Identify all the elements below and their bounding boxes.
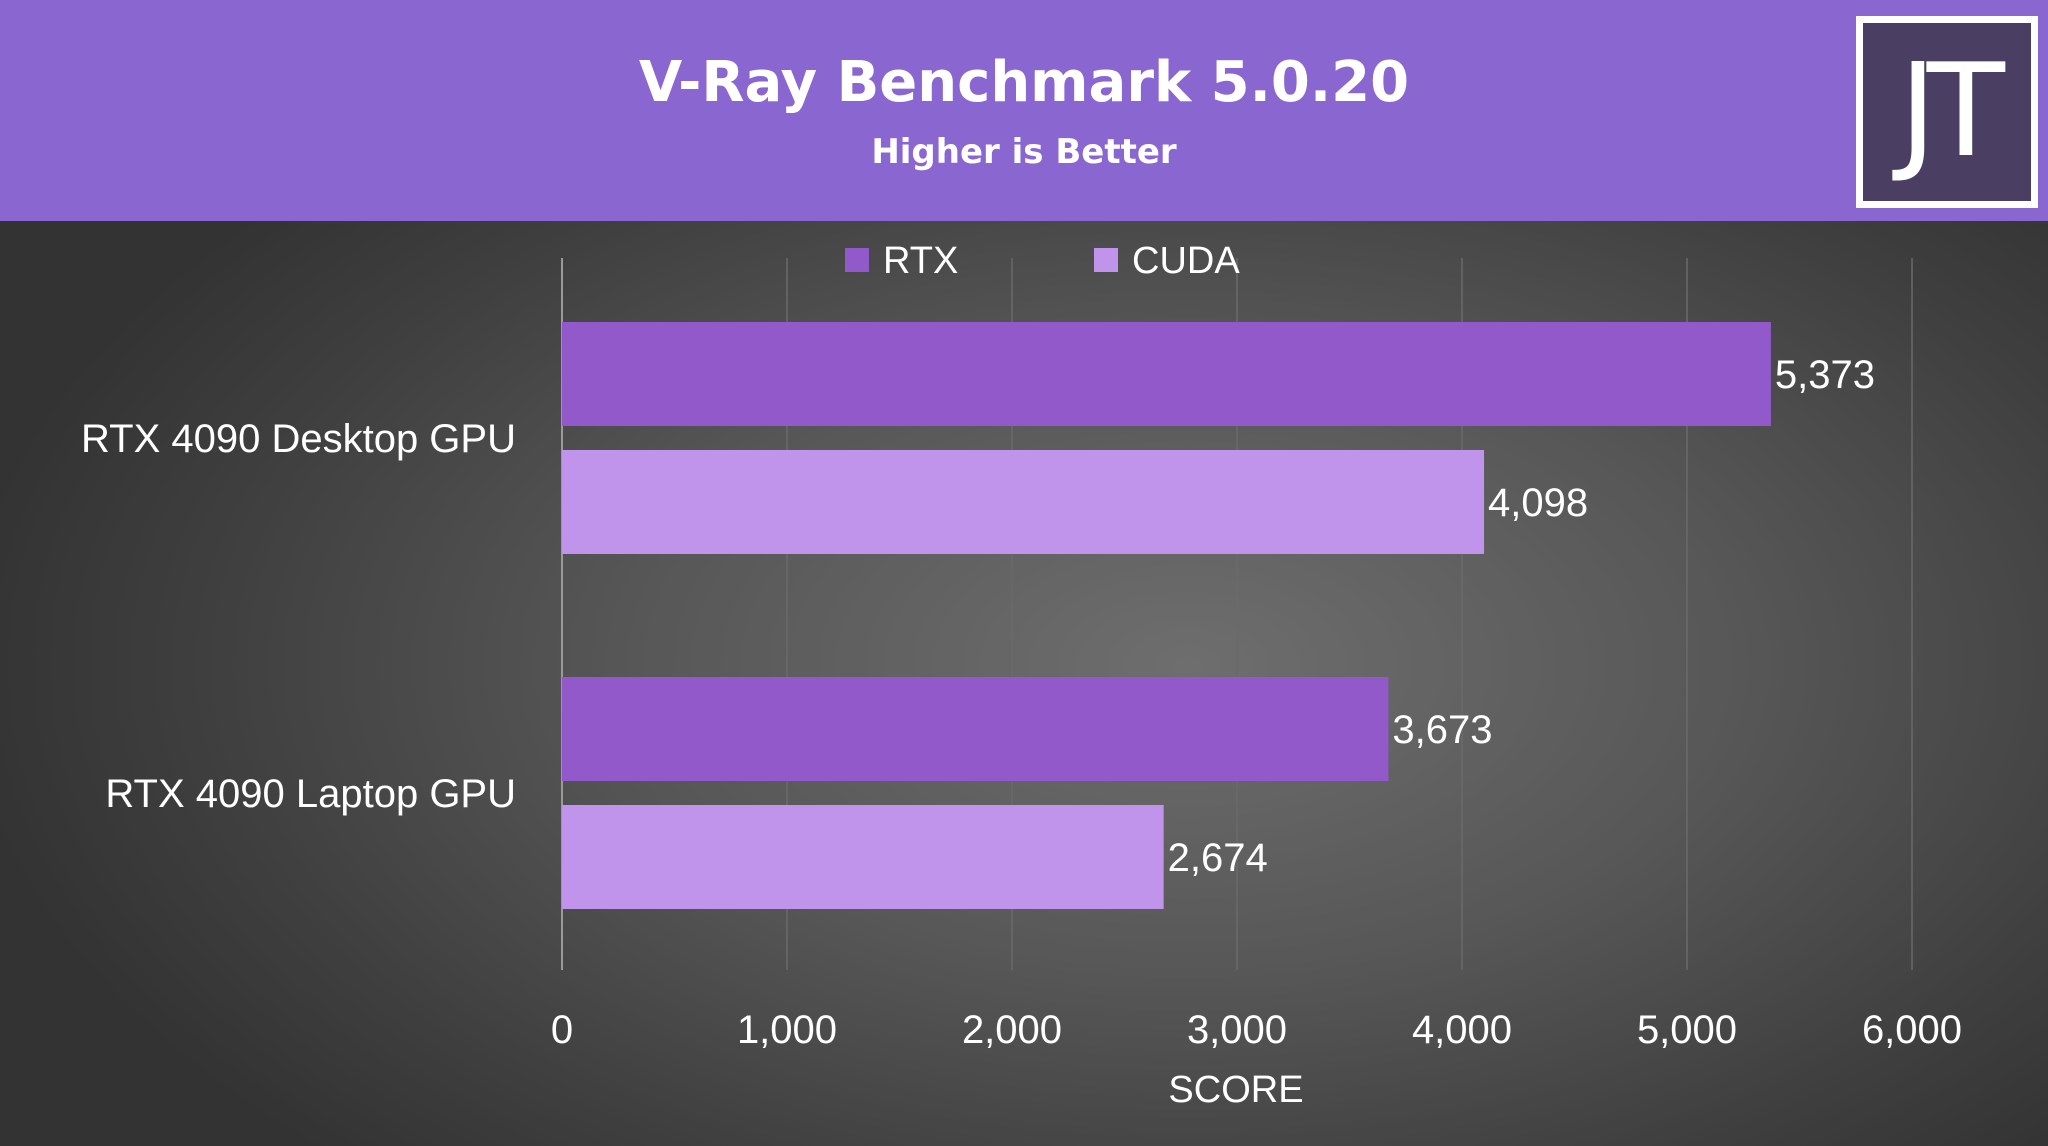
bar-rtx [562, 322, 1771, 426]
bar-cuda [562, 805, 1164, 909]
x-tick-labels: 0 1,000 2,000 3,000 4,000 5,000 6,000 [551, 1008, 1962, 1052]
data-label: 3,673 [1392, 708, 1492, 752]
data-label: 5,373 [1775, 353, 1875, 397]
x-tick-label: 0 [551, 1008, 573, 1052]
data-labels: 5,373 4,098 3,673 2,674 [1168, 353, 1875, 880]
x-tick-label: 2,000 [962, 1008, 1062, 1052]
legend-label: CUDA [1132, 240, 1240, 282]
data-label: 2,674 [1168, 836, 1268, 880]
title-banner: V-Ray Benchmark 5.0.20 Higher is Better [0, 0, 2048, 221]
chart-subtitle: Higher is Better [871, 132, 1177, 172]
x-axis-title: SCORE [1168, 1069, 1303, 1111]
data-label: 4,098 [1488, 481, 1588, 525]
x-tick-label: 5,000 [1637, 1008, 1737, 1052]
legend: RTX CUDA [845, 240, 1240, 282]
legend-swatch-cuda [1094, 248, 1118, 272]
category-labels: RTX 4090 Desktop GPU RTX 4090 Laptop GPU [81, 417, 516, 816]
x-tick-label: 4,000 [1412, 1008, 1512, 1052]
channel-logo: JT [1856, 16, 2038, 208]
bars [562, 322, 1771, 909]
x-tick-label: 6,000 [1862, 1008, 1962, 1052]
legend-swatch-rtx [845, 248, 869, 272]
bar-cuda [562, 450, 1485, 554]
bar-rtx [562, 677, 1389, 781]
x-tick-label: 3,000 [1187, 1008, 1287, 1052]
legend-label: RTX [883, 240, 958, 282]
category-label: RTX 4090 Desktop GPU [81, 417, 516, 461]
x-tick-label: 1,000 [737, 1008, 837, 1052]
category-label: RTX 4090 Laptop GPU [105, 772, 516, 816]
chart-title: V-Ray Benchmark 5.0.20 [638, 50, 1410, 115]
